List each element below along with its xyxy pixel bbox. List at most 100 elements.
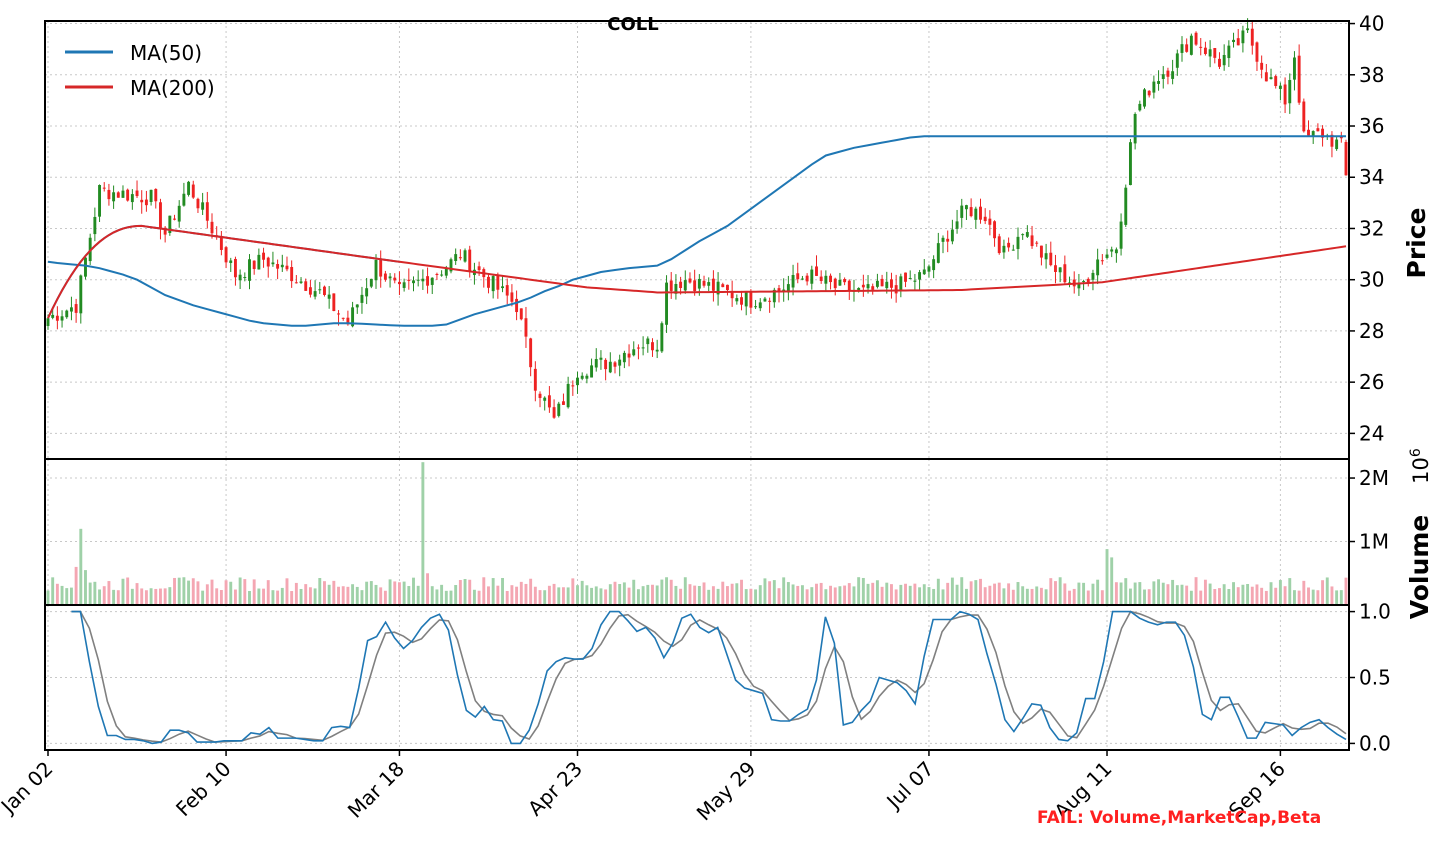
candle-body [285,265,289,270]
volume-bar [79,528,83,605]
candle-body [1189,35,1193,55]
candle [1035,240,1039,247]
candle-body [1185,44,1189,52]
volume-bar [932,588,936,605]
volume-bar [1133,582,1137,605]
volume-bar [51,577,55,605]
candle [533,361,537,402]
volume-bar [1025,588,1029,605]
candle-body [529,338,533,368]
candle [290,260,294,288]
volume-bar [543,590,547,605]
candle-body [337,313,340,315]
candle [711,270,715,302]
volume-bar [191,578,195,605]
volume-bar [341,586,345,605]
candle-body [1133,113,1137,144]
candle [782,278,786,302]
volume-bar [1264,590,1268,605]
candle-body [341,317,345,319]
volume-bar [482,577,486,605]
volume-bar [833,587,837,605]
volume-bar [1147,589,1151,605]
candle-body [566,383,570,408]
candle-body [1058,267,1062,273]
candle [838,272,842,286]
candle [768,297,772,313]
volume-bar [379,587,383,605]
candle [1194,31,1198,46]
moving-averages [47,135,1347,327]
candle [1016,227,1020,260]
candle-body [501,286,504,289]
candle-body [1344,142,1348,176]
candle [159,198,162,240]
volume-bar [374,584,378,605]
legend: MA(50) MA(200) [65,41,215,100]
candle-body [627,353,631,358]
volume-bar [899,584,903,605]
candle-body [1091,272,1095,280]
candle-body [576,377,579,386]
candle [758,298,762,312]
ma200-line [47,224,1347,319]
volume-bar [941,589,945,605]
volume-bar [754,589,758,605]
candle [98,184,101,222]
chart-title: COLL [607,14,658,35]
candle-body [426,276,430,286]
candle [890,272,893,299]
candle [604,358,608,381]
candle [369,278,373,289]
candle [327,285,331,309]
candle [674,274,678,300]
candle-body [402,282,406,288]
candle-body [988,218,992,225]
candle-body [829,275,833,283]
candle-body [655,349,659,352]
candle [182,182,186,207]
candle-body [421,278,425,282]
candle [608,352,612,374]
candle [341,317,345,321]
volume-bar [1110,557,1114,605]
candle-body [458,257,462,259]
volume-bar [393,581,397,605]
volume-bar [159,588,162,605]
candle [1227,40,1231,67]
candle [1143,88,1146,109]
volume-bar [604,589,608,605]
candle [271,251,275,267]
candle [257,248,261,270]
volume-bar [168,587,172,605]
stochastic-lines [71,610,1347,745]
volume-bar [369,581,373,605]
volume-bar [135,583,139,605]
candle-body [1152,81,1156,93]
candle-body [243,276,247,279]
candle [248,254,251,290]
candle [529,337,533,377]
volume-bar [590,587,594,605]
volume-bar [1227,589,1231,605]
candle [702,275,706,288]
candle-body [210,221,214,234]
volume-bar [950,577,954,605]
candle-body [782,289,786,292]
candle [740,290,743,311]
volume-bar [248,591,251,605]
candle-body [454,254,458,262]
volume-bar [1213,589,1217,605]
volume-bar [1335,590,1339,605]
candle [716,272,720,306]
volume-bar [1124,578,1128,605]
price-tick-label: 28 [1359,319,1384,343]
volume-bar [763,578,767,605]
candle [1138,100,1142,112]
candlesticks [46,18,1348,419]
candle-body [323,286,326,295]
candle-body [1283,84,1287,105]
candle-body [224,247,228,263]
candle-body [585,375,589,379]
candle-body [468,249,472,272]
